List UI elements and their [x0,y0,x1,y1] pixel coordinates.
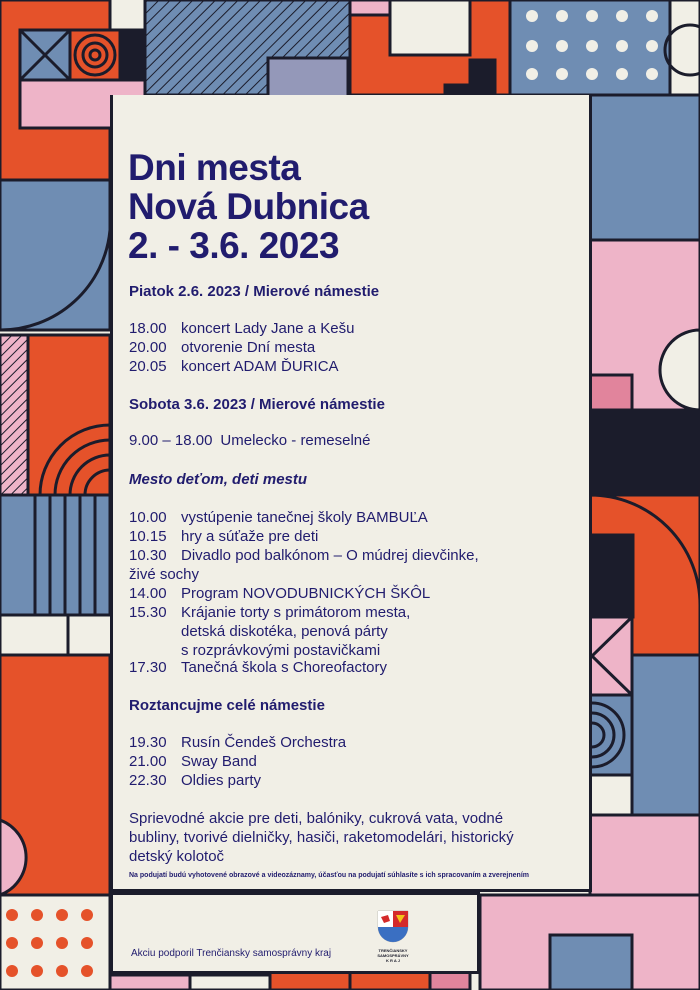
program-item: 19.30 Rusín Čendeš Orchestra [129,733,346,752]
logo-text: TRENČIANSKY SAMOSPRÁVNY K R A J [377,948,409,963]
kids-heading: Mesto deťom, deti mestu [129,471,308,488]
time: 21.00 [129,753,167,770]
time: 9.00 – 18.00 [129,432,213,449]
event: Sway Band [181,753,257,770]
event: Tanečná škola s Choreofactory [181,659,387,676]
coat-of-arms-icon [377,910,409,943]
event: Rusín Čendeš Orchestra [181,734,347,751]
time: 19.30 [129,734,167,751]
program-item: 14.00 Program NOVODUBNICKÝCH ŠKÔL [129,584,430,603]
event: vystúpenie tanečnej školy BAMBUĽA [181,509,428,526]
event: Krájanie torty s primátorom mesta, [181,604,411,621]
event-continued: živé sochy [129,566,200,583]
saturday-heading: Sobota 3.6. 2023 / Mierové námestie [129,396,385,413]
time: 10.30 [129,547,167,564]
program-item: 21.00 Sway Band [129,752,257,771]
tsk-logo: TRENČIANSKY SAMOSPRÁVNY K R A J [376,909,410,963]
footer-box: Akciu podporil Trenčiansky samosprávny k… [110,892,480,974]
program-item: 18.00 koncert Lady Jane a Kešu [129,319,354,338]
time: 18.00 [129,320,167,337]
time: 17.30 [129,659,167,676]
program-item: 17.30 Tanečná škola s Choreofactory [129,658,387,677]
time: 10.15 [129,528,167,545]
event: otvorenie Dní mesta [181,339,316,356]
title-line-3: 2. - 3.6. 2023 [128,225,340,266]
friday-heading: Piatok 2.6. 2023 / Mierové námestie [129,283,380,300]
event: hry a súťaže pre deti [181,528,319,545]
event: Oldies party [181,772,262,789]
program-item: 10.00 vystúpenie tanečnej školy BAMBUĽA [129,508,428,527]
event-continued: detská diskotéka, penová párty [181,623,388,640]
program-item: 9.00 – 18.00 Umelecko - remeselné [129,431,370,450]
program-item: 22.30 Oldies party [129,771,261,790]
program-item: 20.00 otvorenie Dní mesta [129,338,315,357]
event-continued: s rozprávkovými postavičkami [181,642,381,659]
time: 14.00 [129,585,167,602]
event: koncert ADAM ĎURICA [181,358,339,375]
program-item: 10.30 Divadlo pod balkónom – O múdrej die… [129,546,479,584]
time: 10.00 [129,509,167,526]
support-text: Akciu podporil Trenčiansky samosprávny k… [131,948,332,959]
program-item: 10.15 hry a súťaže pre deti [129,527,318,546]
disclaimer: Na podujatí budú vyhotovené obrazové a v… [129,872,529,879]
title-line-1: Dni mesta [128,147,301,188]
title-line-2: Nová Dubnica [128,186,369,227]
time: 20.00 [129,339,167,356]
event: Divadlo pod balkónom – O múdrej dievčink… [181,547,479,564]
event: koncert Lady Jane a Kešu [181,320,355,337]
event: Program NOVODUBNICKÝCH ŠKÔL [181,585,431,602]
content-panel [110,95,592,892]
dance-heading: Roztancujme celé námestie [129,697,325,714]
time: 20.05 [129,358,167,375]
program-item: 15.30 Krájanie torty s primátorom mesta, d… [129,603,410,660]
time: 15.30 [129,604,167,621]
poster-title: Dni mesta Nová Dubnica 2. - 3.6. 2023 [128,148,369,265]
program-item: 20.05 koncert ADAM ĎURICA [129,357,339,376]
event: Umelecko - remeselné [220,432,371,449]
extras-text: Sprievodné akcie pre deti, balóniky, cuk… [129,810,514,865]
time: 22.30 [129,772,167,789]
